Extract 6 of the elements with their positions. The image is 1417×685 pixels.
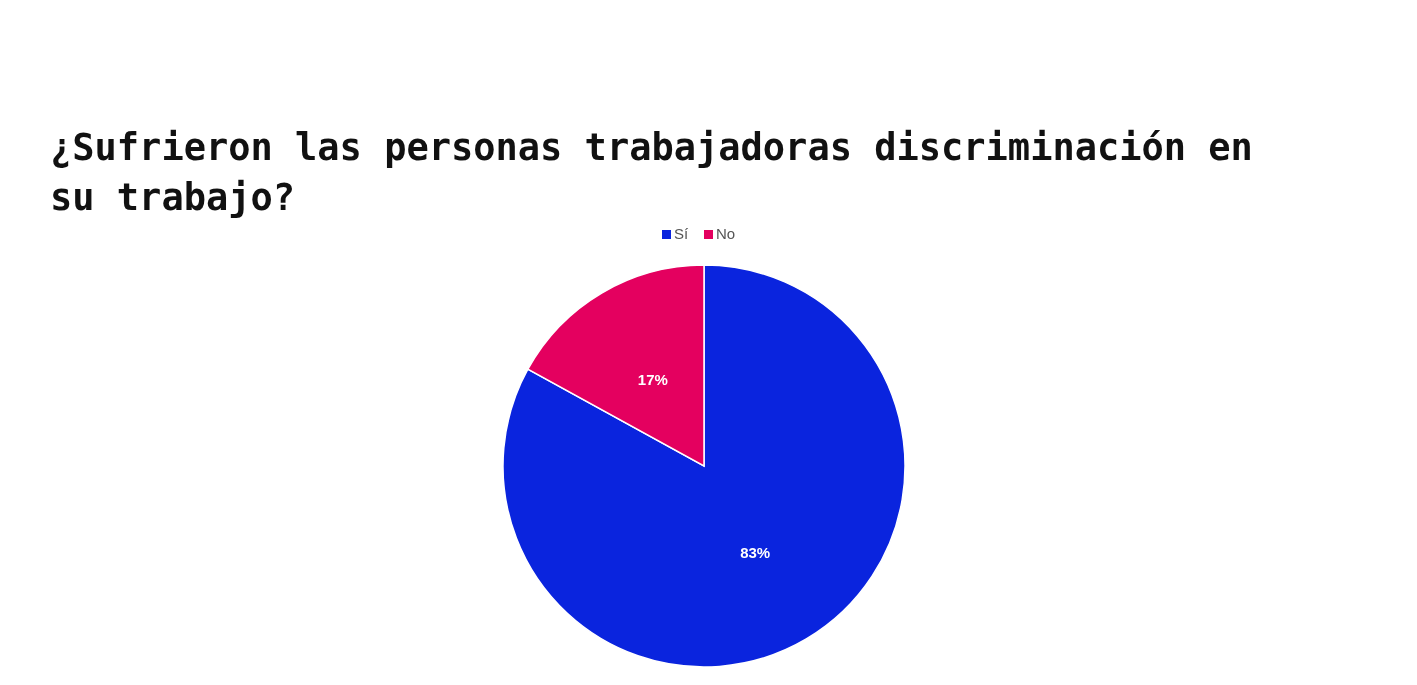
data-label: 17% — [637, 370, 668, 388]
pie-slice — [502, 264, 906, 668]
legend-label: Sí — [674, 225, 689, 242]
data-label: 83% — [740, 543, 771, 561]
chart-title: ¿Sufrieron las personas trabajadoras discriminación en su trabajo? — [50, 126, 1253, 219]
legend-label: No — [716, 225, 736, 242]
